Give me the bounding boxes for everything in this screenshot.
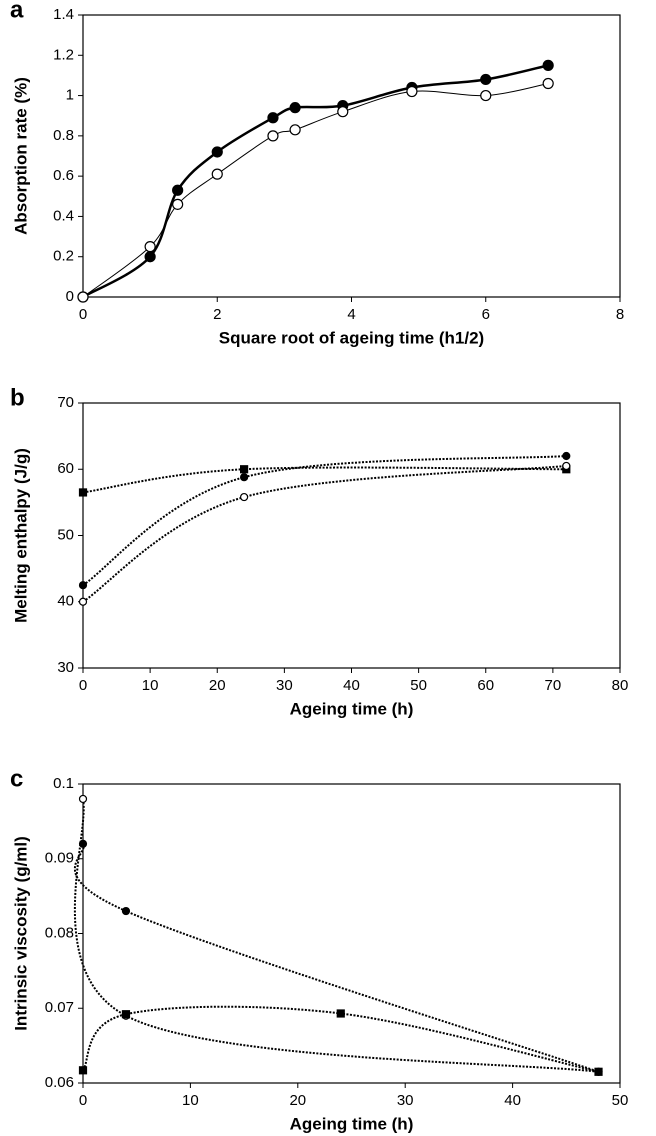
y-tick-label: 0.8: [53, 127, 74, 144]
series-line: [82, 466, 567, 494]
marker: [289, 102, 301, 114]
x-tick-label: 20: [289, 1092, 306, 1109]
plot-frame: [82, 14, 621, 298]
marker: [289, 124, 301, 136]
x-tick-label: 6: [482, 306, 490, 323]
series-line: [82, 455, 567, 587]
y-tick-label: 1: [66, 87, 74, 104]
marker: [562, 451, 571, 461]
marker: [336, 1009, 345, 1018]
x-tick-label: 50: [410, 677, 427, 694]
marker: [78, 597, 88, 606]
x-axis-title: Square root of ageing time (h1/2): [219, 328, 484, 347]
x-tick-label: 0: [79, 1092, 87, 1109]
marker: [211, 168, 223, 180]
marker: [78, 488, 88, 497]
marker: [77, 291, 89, 303]
marker: [144, 241, 156, 253]
x-tick-label: 40: [343, 677, 360, 694]
y-tick-label: 0.06: [45, 1074, 74, 1091]
x-tick-label: 10: [142, 677, 159, 694]
x-tick-label: 0: [79, 677, 87, 694]
marker: [562, 461, 571, 471]
marker: [121, 1010, 131, 1019]
y-tick-label: 50: [57, 526, 74, 543]
y-tick-label: 40: [57, 593, 74, 610]
marker: [480, 73, 492, 86]
x-tick-label: 30: [397, 1092, 414, 1109]
series-line: [73, 798, 599, 1073]
marker: [172, 198, 184, 210]
plot-frame: [82, 402, 621, 669]
y-tick-label: 0.2: [53, 248, 74, 265]
y-axis-title: Absorption rate (%): [11, 77, 30, 235]
marker: [78, 839, 88, 848]
x-tick-label: 70: [545, 677, 562, 694]
y-tick-label: 0.4: [53, 207, 74, 224]
y-tick-label: 0.08: [45, 924, 74, 941]
y-tick-label: 0: [66, 288, 74, 305]
x-tick-label: 0: [79, 306, 87, 323]
panel-label: a: [10, 0, 24, 23]
y-tick-label: 60: [57, 460, 74, 477]
series-line: [73, 843, 599, 1073]
series-line: [82, 464, 567, 603]
marker: [406, 85, 418, 98]
x-tick-label: 4: [347, 306, 355, 323]
x-tick-label: 20: [209, 677, 226, 694]
panel-label: b: [10, 384, 25, 411]
marker: [240, 473, 249, 482]
plot-frame: [82, 783, 621, 1084]
panel-label: c: [10, 765, 23, 792]
marker: [542, 59, 554, 71]
x-tick-label: 60: [477, 677, 494, 694]
x-tick-label: 8: [616, 306, 624, 323]
marker: [211, 146, 223, 158]
x-tick-label: 50: [612, 1092, 629, 1109]
x-tick-label: 2: [213, 306, 221, 323]
marker: [121, 906, 131, 916]
marker: [78, 1066, 88, 1075]
marker: [267, 112, 279, 124]
marker: [240, 492, 249, 502]
series-line: [82, 1005, 599, 1073]
y-axis-title: Melting enthalpy (J/g): [11, 448, 30, 623]
x-tick-label: 30: [276, 677, 293, 694]
y-tick-label: 70: [57, 394, 74, 411]
x-tick-label: 80: [612, 677, 629, 694]
y-axis-title: Intrinsic viscosity (g/ml): [11, 836, 30, 1031]
y-tick-label: 0.07: [45, 999, 74, 1016]
marker: [594, 1067, 603, 1076]
y-tick-label: 1.4: [53, 6, 74, 23]
y-tick-label: 0.09: [45, 850, 74, 867]
y-tick-label: 1.2: [53, 46, 74, 63]
marker: [172, 184, 184, 196]
marker: [78, 581, 88, 590]
marker: [542, 77, 554, 90]
marker: [267, 130, 279, 142]
x-tick-label: 40: [504, 1092, 521, 1109]
marker: [144, 251, 156, 263]
series-line: [82, 64, 549, 299]
series-line: [82, 82, 549, 298]
marker: [480, 89, 492, 102]
marker: [337, 106, 349, 118]
y-tick-label: 0.1: [53, 775, 74, 792]
y-tick-label: 30: [57, 659, 74, 676]
x-axis-title: Ageing time (h): [290, 1114, 414, 1133]
y-tick-label: 0.6: [53, 167, 74, 184]
marker: [78, 794, 88, 804]
x-tick-label: 10: [182, 1092, 199, 1109]
x-axis-title: Ageing time (h): [290, 699, 414, 718]
marker: [240, 465, 249, 474]
